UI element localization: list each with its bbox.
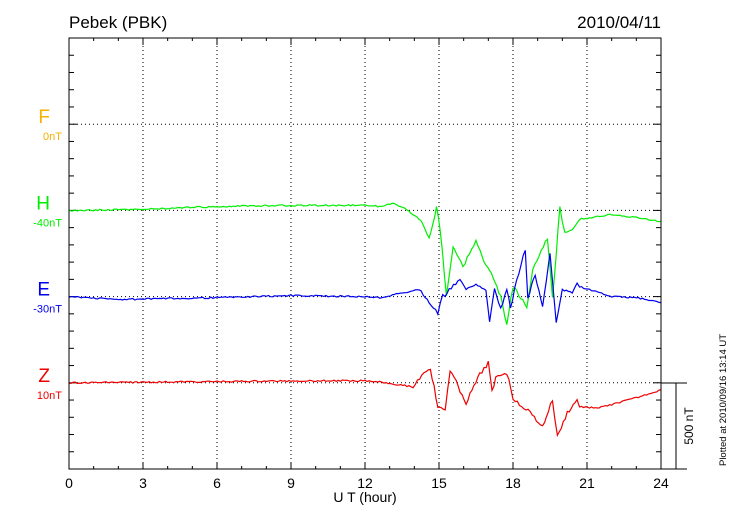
series-labels: F 0nT H -40nT E -30nT Z 10nT [33,107,62,402]
series-baseline-z: 10nT [37,390,62,402]
x-tick-label: 18 [505,475,521,491]
series-baseline-e: -30nT [33,304,62,316]
x-tick-label: 24 [653,475,669,491]
x-tick-label: 6 [213,475,221,491]
series-name-z: Z [38,366,50,387]
chart-date: 2010/04/11 [577,13,661,32]
series-line-z [68,361,662,438]
series-baseline-f: 0nT [43,131,62,143]
x-axis-label: U T (hour) [333,489,396,505]
x-tick-label: 15 [431,475,447,491]
series-lines [68,202,662,438]
x-tick-label: 12 [357,475,373,491]
series-line-h [68,202,662,325]
grid-lines [69,38,661,469]
plotted-note: Plotted at 2010/09/16 13:14 UT [718,334,729,466]
chart-title: Pebek (PBK) [69,13,167,32]
plot-frame [68,37,662,470]
x-tick-label: 0 [65,475,73,491]
axis-ticks: 0 3 6 9 12 15 18 21 24 [65,38,669,491]
x-tick-label: 21 [579,475,595,491]
scale-bar-label: 500 nT [682,407,696,445]
series-name-f: F [38,107,50,128]
series-baseline-h: -40nT [33,217,62,229]
scale-bar: 500 nT [661,382,696,470]
series-line-e [68,250,662,323]
series-name-e: E [37,280,50,301]
series-name-h: H [36,193,50,214]
x-tick-label: 9 [287,475,295,491]
x-tick-label: 3 [139,475,147,491]
